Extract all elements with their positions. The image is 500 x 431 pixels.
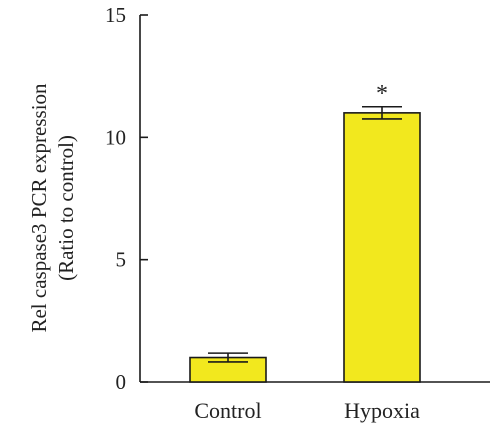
y-tick-label: 15: [105, 3, 126, 27]
axes: 0 5 10 15: [105, 3, 490, 394]
y-tick-label: 0: [116, 370, 127, 394]
y-tick-label: 10: [105, 125, 126, 149]
y-axis-title-line1: Rel caspase3 PCR expression: [27, 83, 51, 333]
bars: Control Hypoxia *: [189, 81, 421, 423]
bar-hypoxia: [343, 112, 421, 383]
x-tick-label-control: Control: [194, 398, 261, 423]
y-tick-label: 5: [116, 248, 127, 272]
y-axis-title-line2: (Ratio to control): [54, 135, 78, 281]
x-tick-label-hypoxia: Hypoxia: [344, 398, 420, 423]
significance-mark: *: [376, 81, 388, 107]
